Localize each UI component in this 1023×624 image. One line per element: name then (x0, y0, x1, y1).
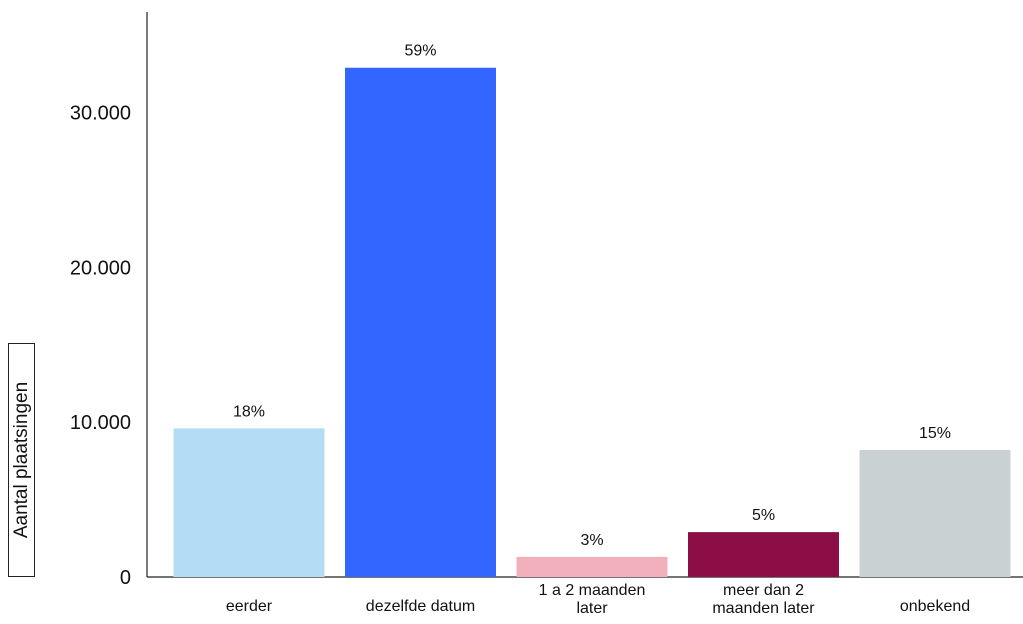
data-label: 15% (919, 425, 951, 442)
y-tick-label: 10.000 (70, 412, 131, 434)
data-label: 18% (233, 403, 265, 420)
y-tick-label: 20.000 (70, 257, 131, 279)
bar (859, 450, 1011, 577)
y-axis-label: Aantal plaatsingen (10, 381, 32, 539)
x-category-label: dezelfde datum (366, 598, 475, 615)
x-category-label: 1 a 2 maanden (539, 582, 646, 599)
y-tick-label: 30.000 (70, 103, 131, 125)
data-label: 59% (404, 43, 436, 60)
bar (516, 556, 668, 577)
y-axis-label-box: Aantal plaatsingen (8, 343, 35, 577)
x-category-label: maanden later (712, 600, 815, 617)
data-label: 5% (752, 507, 775, 524)
y-tick-label: 0 (120, 567, 131, 589)
x-category-label: later (576, 600, 608, 617)
data-label: 3% (580, 532, 603, 549)
bar (688, 532, 839, 577)
x-category-label: eerder (226, 598, 273, 615)
bar (173, 428, 325, 577)
x-category-label: onbekend (900, 598, 970, 615)
bar (345, 67, 496, 578)
x-category-label: meer dan 2 (723, 582, 804, 599)
